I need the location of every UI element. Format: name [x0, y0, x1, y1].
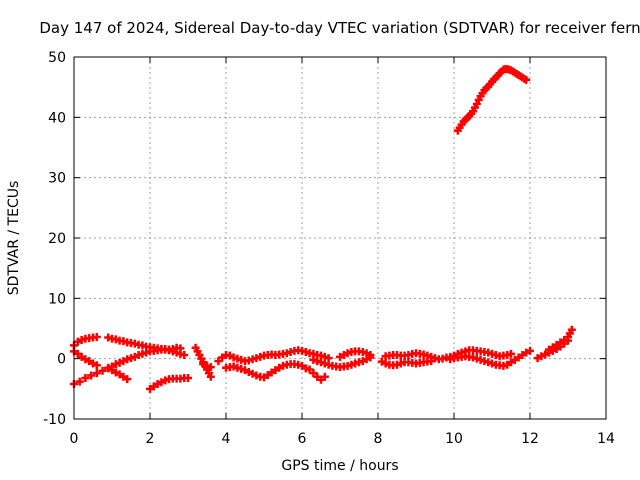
series-arc-8	[199, 346, 333, 372]
series-arc-5	[104, 363, 132, 384]
data-point	[427, 357, 436, 366]
series-arc-1	[70, 332, 101, 350]
chart-title: Day 147 of 2024, Sidereal Day-to-day VTE…	[39, 19, 640, 37]
x-tick-label: 14	[597, 431, 615, 447]
data-point	[81, 373, 90, 382]
series-arc-15	[446, 346, 534, 370]
series-arc-14	[404, 357, 436, 368]
x-tick-label: 0	[70, 431, 79, 447]
y-tick-label: 40	[48, 110, 66, 126]
y-tick-label: 30	[48, 171, 66, 187]
x-axis-label: GPS time / hours	[281, 458, 398, 474]
data-point	[98, 366, 107, 375]
y-tick-label: 20	[48, 231, 66, 247]
data-point	[206, 372, 215, 381]
x-tick-label: 10	[445, 431, 463, 447]
y-tick-label: 0	[57, 352, 66, 368]
data-point	[366, 351, 375, 360]
series-arc-17	[545, 325, 576, 354]
y-tick-label: 50	[48, 50, 66, 66]
data-point	[184, 373, 192, 382]
x-tick-label: 6	[298, 431, 307, 447]
y-tick-label: 10	[48, 291, 66, 307]
series-arc-12	[377, 357, 409, 370]
data-point	[180, 351, 189, 360]
series-arc-10	[309, 353, 375, 372]
series-arc-4	[104, 333, 189, 360]
y-tick-label: -10	[43, 412, 66, 428]
x-tick-label: 2	[146, 431, 155, 447]
y-tick-labels: -10 0 10 20 30 40 50	[43, 50, 66, 428]
data-point	[522, 75, 531, 84]
data-point	[567, 325, 576, 334]
data-point	[320, 372, 329, 381]
y-axis-label: SDTVAR / TECUs	[6, 181, 22, 296]
data-point	[123, 375, 132, 384]
data-point	[92, 332, 101, 341]
series-arc-11	[336, 347, 375, 361]
data-point	[472, 100, 481, 109]
series-arc-6	[146, 373, 192, 393]
series-arc-18	[453, 65, 531, 135]
series-arc-13	[381, 346, 515, 364]
data-point	[92, 361, 101, 370]
series-arc-9	[222, 360, 329, 384]
x-tick-label: 4	[222, 431, 231, 447]
x-tick-label: 12	[521, 431, 539, 447]
data-point	[206, 363, 215, 372]
data-point	[87, 371, 96, 380]
data-point	[526, 346, 534, 355]
data-point	[507, 349, 515, 358]
axis-ticks	[73, 56, 607, 420]
data-point	[92, 369, 101, 378]
x-tick-labels: 0 2 4 6 8 10 12 14	[70, 431, 615, 447]
x-tick-label: 8	[374, 431, 383, 447]
data-point	[75, 377, 84, 386]
